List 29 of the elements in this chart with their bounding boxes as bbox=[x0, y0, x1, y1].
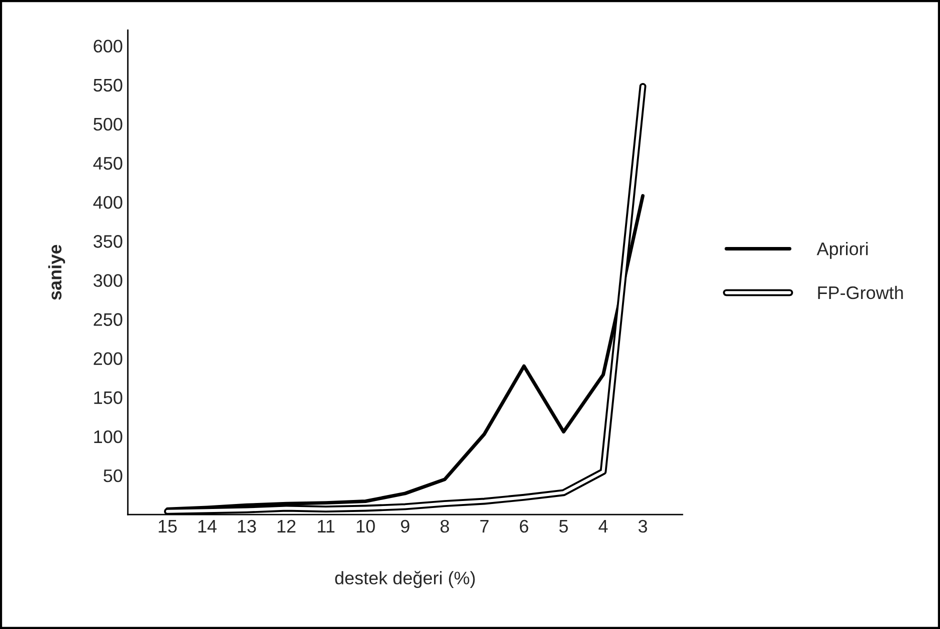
x-tick-label: 7 bbox=[480, 520, 488, 532]
y-tick-label: 250 bbox=[94, 313, 122, 326]
y-tick-label: 450 bbox=[93, 156, 122, 170]
x-tick-label: 11 bbox=[318, 520, 334, 532]
y-tick-label: 50 bbox=[104, 469, 122, 482]
x-tick-label: 4 bbox=[598, 520, 608, 532]
y-axis-title: saniye bbox=[48, 244, 66, 300]
x-tick-label: 9 bbox=[400, 520, 410, 533]
x-tick-label: 14 bbox=[198, 520, 217, 532]
y-tick-label: 100 bbox=[94, 430, 122, 444]
y-tick-label: 600 bbox=[94, 40, 122, 53]
x-tick-label: 15 bbox=[158, 520, 177, 533]
y-tick-label: 400 bbox=[93, 196, 122, 209]
y-tick-label: 550 bbox=[94, 78, 122, 92]
x-tick-label: 8 bbox=[440, 520, 449, 533]
x-tick-label: 5 bbox=[559, 520, 568, 533]
legend-label: Apriori bbox=[816, 242, 868, 259]
x-tick-label: 3 bbox=[638, 520, 648, 533]
y-tick-label: 300 bbox=[94, 274, 122, 287]
x-tick-label: 10 bbox=[356, 520, 375, 533]
x-tick-label: 6 bbox=[520, 520, 528, 533]
x-axis-title: destek değeri (%) bbox=[335, 570, 475, 588]
y-tick-label: 350 bbox=[94, 235, 122, 248]
x-tick-label: 12 bbox=[278, 520, 296, 532]
legend-label: FP-Growth bbox=[818, 286, 903, 300]
y-tick-label: 150 bbox=[94, 391, 122, 404]
x-tick-label: 13 bbox=[238, 520, 256, 533]
y-tick-label: 500 bbox=[94, 118, 122, 131]
y-tick-label: 200 bbox=[94, 352, 122, 366]
